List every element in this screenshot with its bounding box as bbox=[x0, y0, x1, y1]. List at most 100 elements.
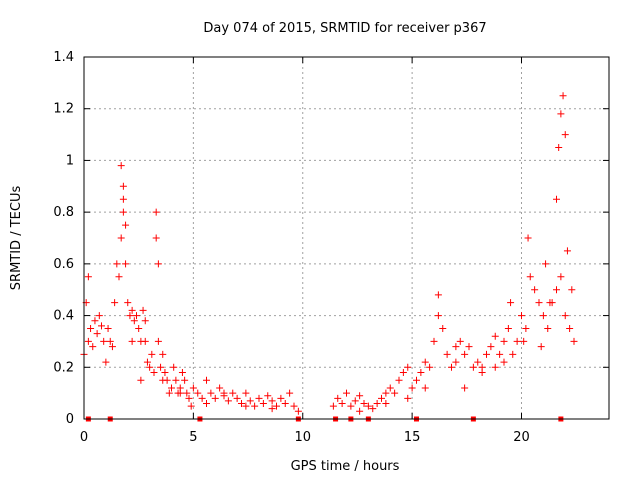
data-point bbox=[360, 399, 368, 407]
data-point bbox=[343, 389, 350, 397]
x-tick-label: 5 bbox=[189, 430, 197, 445]
data-point bbox=[491, 332, 499, 340]
data-point bbox=[434, 291, 442, 299]
data-point bbox=[189, 384, 197, 392]
data-point bbox=[87, 325, 95, 332]
data-point bbox=[290, 402, 298, 410]
data-point bbox=[187, 402, 195, 410]
data-point bbox=[408, 384, 416, 392]
data-point bbox=[553, 286, 560, 294]
data-point bbox=[159, 350, 167, 358]
data-point bbox=[238, 399, 245, 407]
data-point bbox=[487, 343, 495, 351]
data-point bbox=[557, 273, 565, 281]
data-point bbox=[117, 162, 125, 170]
data-point bbox=[122, 221, 130, 229]
data-point bbox=[130, 317, 138, 325]
data-point bbox=[404, 363, 412, 371]
data-point bbox=[421, 384, 429, 392]
data-point bbox=[539, 312, 547, 320]
data-point bbox=[561, 312, 569, 320]
data-point bbox=[378, 394, 385, 402]
data-point bbox=[474, 358, 482, 366]
data-point bbox=[430, 337, 438, 345]
data-point bbox=[246, 397, 254, 405]
data-point bbox=[391, 389, 399, 397]
data-point bbox=[356, 392, 364, 400]
data-point bbox=[434, 312, 442, 320]
data-point bbox=[281, 399, 289, 407]
y-axis-label: SRMTID / TECUs bbox=[9, 186, 24, 291]
y-tick-label: 0.6 bbox=[53, 257, 74, 272]
data-point bbox=[465, 343, 473, 351]
data-point bbox=[139, 306, 147, 314]
data-point bbox=[220, 392, 228, 400]
data-point bbox=[126, 312, 134, 320]
data-point bbox=[426, 363, 434, 371]
y-tick-label: 0.2 bbox=[53, 360, 74, 375]
data-point bbox=[277, 394, 285, 402]
data-point bbox=[395, 376, 403, 384]
data-point bbox=[229, 389, 237, 397]
data-point bbox=[119, 182, 127, 190]
data-point bbox=[161, 368, 169, 376]
data-point bbox=[150, 368, 158, 376]
data-point bbox=[329, 402, 337, 410]
data-point bbox=[203, 376, 210, 384]
data-point bbox=[496, 350, 504, 358]
data-point bbox=[413, 376, 420, 384]
data-point bbox=[544, 325, 552, 332]
data-point bbox=[557, 110, 565, 118]
data-point bbox=[148, 350, 156, 358]
data-point bbox=[154, 260, 162, 268]
data-point bbox=[137, 376, 145, 384]
data-point bbox=[382, 389, 390, 397]
data-point bbox=[170, 363, 178, 371]
data-point bbox=[242, 389, 250, 397]
chart-title: Day 074 of 2015, SRMTID for receiver p36… bbox=[203, 21, 486, 36]
data-point bbox=[268, 397, 276, 405]
data-point bbox=[135, 325, 143, 332]
data-point bbox=[95, 312, 103, 320]
data-point bbox=[128, 337, 136, 345]
data-point bbox=[356, 407, 364, 415]
axis-ticks: 0 0.2 0.4 0.6 0.8 1 1.2 1.4 0 5 10 15 20 bbox=[53, 50, 609, 445]
data-point bbox=[159, 376, 167, 384]
data-point bbox=[128, 306, 136, 314]
data-point bbox=[443, 350, 451, 358]
data-point bbox=[133, 312, 140, 320]
data-point bbox=[268, 405, 276, 413]
data-point bbox=[364, 402, 372, 410]
data-point bbox=[111, 299, 119, 307]
data-point bbox=[141, 317, 149, 325]
data-point bbox=[513, 337, 521, 345]
data-point bbox=[233, 394, 241, 402]
data-point bbox=[555, 144, 563, 151]
data-point bbox=[157, 363, 165, 371]
y-tick-label: 0.8 bbox=[53, 205, 74, 220]
data-point bbox=[469, 363, 477, 371]
data-point bbox=[347, 402, 355, 410]
data-point bbox=[154, 337, 162, 345]
data-point bbox=[561, 131, 569, 139]
data-point bbox=[448, 363, 455, 371]
data-point bbox=[566, 325, 574, 332]
data-point bbox=[106, 337, 114, 345]
data-point bbox=[509, 350, 517, 358]
data-point bbox=[334, 394, 342, 402]
data-point bbox=[89, 343, 97, 351]
data-point bbox=[456, 337, 464, 345]
grid-lines bbox=[84, 57, 609, 419]
data-point bbox=[113, 260, 121, 268]
x-tick-label: 10 bbox=[294, 430, 311, 445]
y-tick-label: 0.4 bbox=[53, 309, 74, 324]
data-point bbox=[563, 247, 571, 255]
data-point bbox=[382, 399, 390, 407]
data-point bbox=[524, 234, 532, 242]
data-point bbox=[100, 337, 108, 345]
plot-frame bbox=[83, 56, 610, 420]
data-point bbox=[500, 358, 508, 366]
data-point bbox=[369, 405, 377, 413]
data-point bbox=[553, 195, 560, 203]
